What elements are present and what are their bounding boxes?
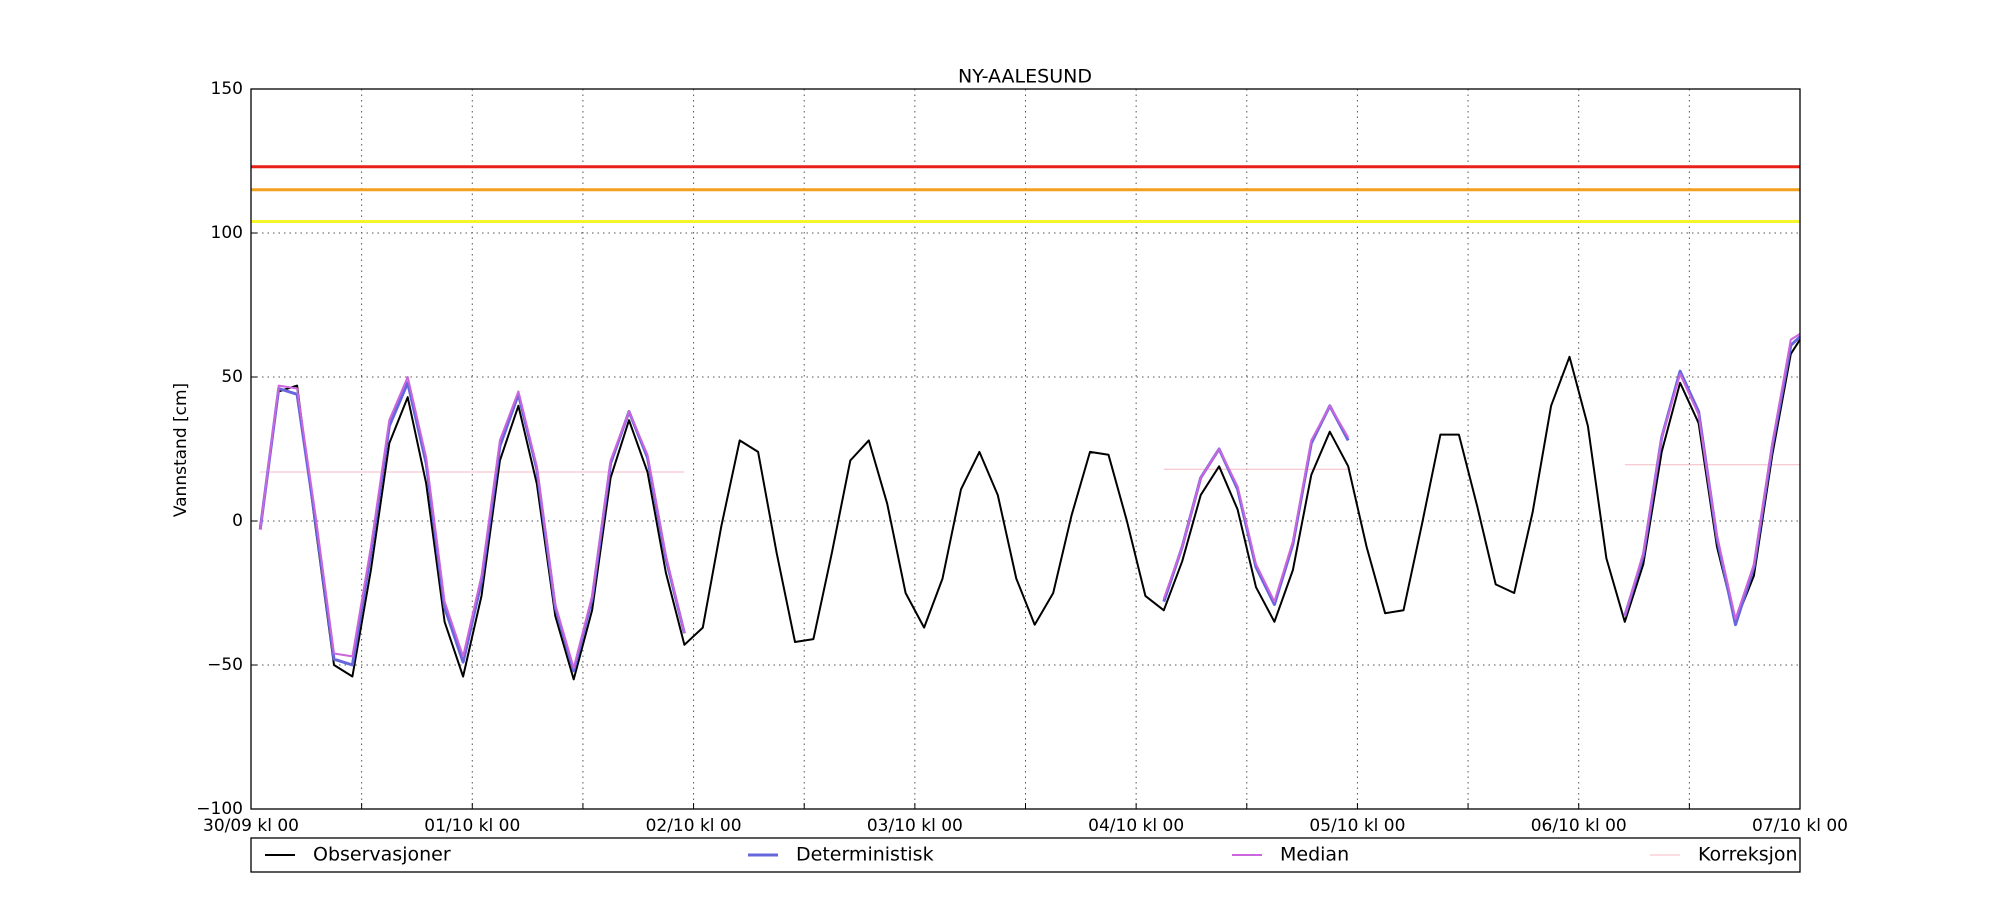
x-tick-label: 02/10 kl 00 — [646, 816, 742, 836]
x-tick-label: 06/10 kl 00 — [1531, 816, 1627, 836]
plot-frame — [250, 88, 1801, 810]
x-tick-label: 05/10 kl 00 — [1309, 816, 1405, 836]
legend-label: Deterministisk — [796, 844, 934, 866]
y-axis-label: Vannstand [cm] — [171, 383, 191, 517]
x-tick-label: 03/10 kl 00 — [867, 816, 963, 836]
x-tick-label: 30/09 kl 00 — [203, 816, 299, 836]
x-tick-label: 04/10 kl 00 — [1088, 816, 1184, 836]
y-tick-label: −100 — [196, 799, 243, 819]
legend-label: Korreksjon — [1698, 844, 1798, 866]
y-tick-label: 100 — [211, 223, 243, 243]
y-tick-label: 150 — [211, 79, 243, 99]
series-line — [260, 464, 1800, 473]
series-line — [259, 339, 1801, 681]
y-tick-label: 50 — [221, 367, 243, 387]
chart-title: NY-AALESUND — [958, 66, 1092, 88]
x-tick-label: 07/10 kl 00 — [1752, 816, 1848, 836]
legend-label: Observasjoner — [313, 844, 451, 866]
y-tick-label: −50 — [207, 655, 243, 675]
x-tick-label: 01/10 kl 00 — [424, 816, 520, 836]
legend-label: Median — [1280, 844, 1349, 866]
y-tick-label: 0 — [232, 511, 243, 531]
series-line — [259, 332, 1801, 669]
legend-box — [250, 837, 1801, 873]
